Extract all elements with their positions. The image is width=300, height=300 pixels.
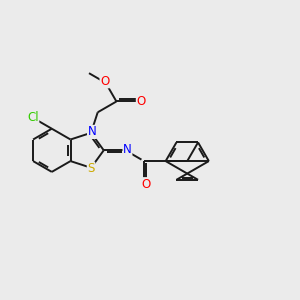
Text: O: O	[141, 178, 150, 191]
Text: O: O	[136, 95, 146, 108]
Text: Cl: Cl	[27, 111, 39, 124]
Text: N: N	[123, 142, 132, 156]
Text: S: S	[87, 162, 95, 175]
Text: N: N	[88, 125, 96, 138]
Text: O: O	[100, 75, 109, 88]
